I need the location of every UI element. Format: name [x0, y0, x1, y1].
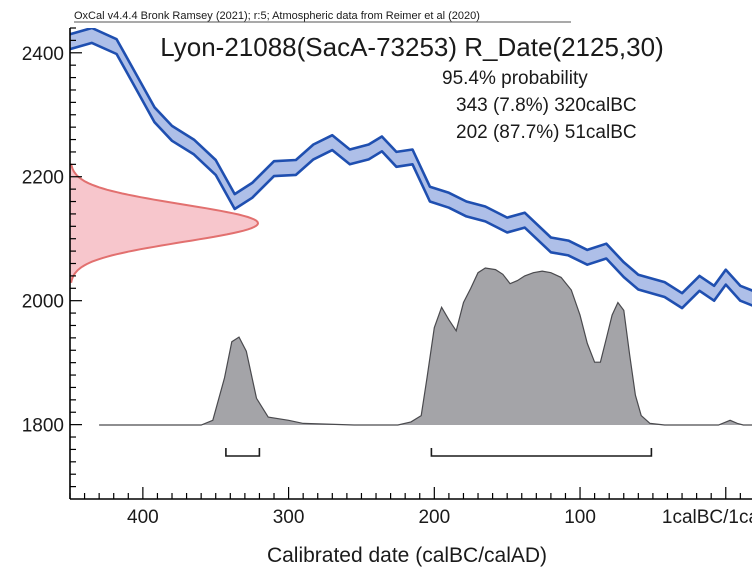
calibration-curve-layer	[70, 28, 752, 310]
radiocarbon-measurement-layer	[70, 163, 260, 283]
x-tick-label: 1calBC/1calAD	[662, 507, 752, 528]
posterior-distribution-layer	[99, 267, 752, 426]
calibration-curve-upper-line	[70, 28, 752, 295]
measurement-outline	[70, 163, 260, 283]
x-tick-label: 100	[564, 507, 596, 528]
range-label-1: 343 (7.8%) 320calBC	[456, 95, 637, 116]
y-tick-label: 2200	[22, 168, 64, 189]
y-tick-label: 2400	[22, 44, 64, 65]
probability-heading: 95.4% probability	[442, 68, 588, 89]
range-bracket-2	[430, 448, 653, 457]
x-tick-label: 200	[418, 507, 450, 528]
chart-header: OxCal v4.4.4 Bronk Ramsey (2021); r:5; A…	[74, 10, 480, 22]
x-tick-label: 300	[273, 507, 305, 528]
calibration-curve-lower-line	[70, 41, 752, 310]
range-bracket-1	[225, 448, 261, 457]
y-tick-label: 1800	[22, 416, 64, 437]
x-axis-label: Calibrated date (calBC/calAD)	[267, 544, 547, 567]
y-tick-label: 2000	[22, 292, 64, 313]
x-tick-label: 400	[127, 507, 159, 528]
axes-layer: 2400 2200 2000 1800 400 300 200 100 1calBC/1calA…	[22, 27, 752, 528]
posterior-outline	[99, 267, 752, 426]
measurement-area	[70, 163, 258, 283]
chart-title: Lyon-21088(SacA-73253) R_Date(2125,30)	[160, 32, 663, 62]
range-label-2: 202 (87.7%) 51calBC	[456, 122, 637, 143]
range-brackets-layer	[225, 448, 653, 457]
posterior-area	[99, 268, 752, 425]
